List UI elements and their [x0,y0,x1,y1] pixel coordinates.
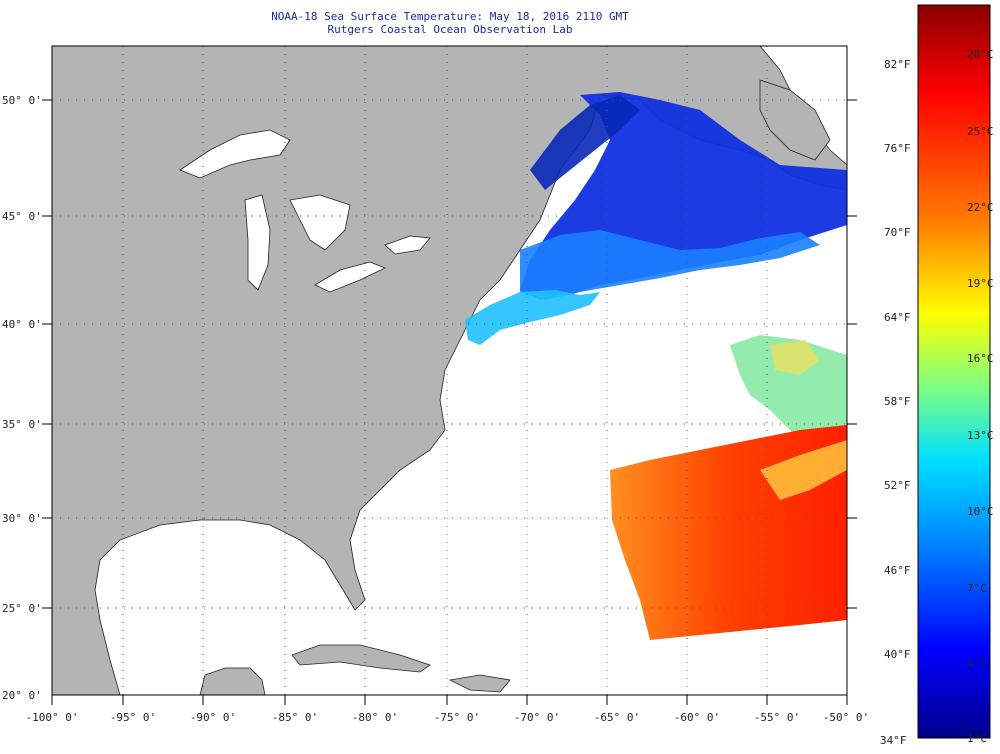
sst-cyan-shelf [465,290,600,345]
lake-huron [289,194,351,251]
latitude-labels: 50° 0' 45° 0' 40° 0' 35° 0' 30° 0' 25° 0… [2,94,42,702]
lon-label: -55° 0' [754,711,800,724]
lon-label: -80° 0' [352,711,398,724]
lon-label: -70° 0' [514,711,560,724]
sst-labrador [530,95,640,190]
celsius-label: 25°C [967,125,994,138]
sst-yellow-patch [770,340,820,375]
colorbar-celsius-labels: 28°C 25°C 22°C 19°C 16°C 13°C 10°C 7°C 4… [967,48,994,745]
celsius-label: 28°C [967,48,994,61]
lake-superior [179,129,291,179]
lon-label: -100° 0' [26,711,79,724]
lat-label: 20° 0' [2,689,42,702]
lon-label: -95° 0' [110,711,156,724]
land-hispaniola [448,674,511,693]
lon-label: -90° 0' [190,711,236,724]
longitude-labels: -100° 0' -95° 0' -90° 0' -85° 0' -80° 0'… [26,711,870,724]
lon-label: -85° 0' [272,711,318,724]
fahrenheit-label: 58°F [884,395,911,408]
celsius-label: 10°C [967,505,994,518]
lat-label: 40° 0' [2,318,42,331]
lake-ontario [384,235,431,255]
lon-label: -50° 0' [823,711,869,724]
lon-label: -75° 0' [434,711,480,724]
axis-ticks [42,99,857,705]
fahrenheit-label: 34°F [880,734,907,747]
land-yucatan [199,667,266,695]
colorbar-fahrenheit-labels: 82°F 76°F 70°F 64°F 58°F 52°F 46°F 40°F … [880,58,911,747]
fahrenheit-label: 64°F [884,311,911,324]
lat-label: 35° 0' [2,418,42,431]
map-frame [51,45,848,696]
fahrenheit-label: 82°F [884,58,911,71]
land-newfoundland [759,79,831,161]
map-title: NOAA-18 Sea Surface Temperature: May 18,… [271,10,629,23]
celsius-label: 1°C [967,732,987,745]
sst-yellow-streak [760,440,847,500]
fahrenheit-label: 46°F [884,564,911,577]
fahrenheit-label: 40°F [884,648,911,661]
celsius-label: 7°C [967,582,987,595]
celsius-label: 16°C [967,352,994,365]
fahrenheit-label: 70°F [884,226,911,239]
lon-label: -65° 0' [594,711,640,724]
celsius-label: 22°C [967,201,994,214]
lon-label: -60° 0' [674,711,720,724]
lake-erie [314,261,386,293]
sst-greenish-patch [730,335,847,450]
lat-label: 25° 0' [2,602,42,615]
map-subtitle: Rutgers Coastal Ocean Observation Lab [327,23,573,36]
celsius-label: 4°C [967,657,987,670]
lat-label: 45° 0' [2,210,42,223]
land-cuba [291,644,431,673]
lat-label: 50° 0' [2,94,42,107]
lat-label: 30° 0' [2,512,42,525]
celsius-label: 19°C [967,277,994,290]
sst-mid-shelf [520,230,820,300]
fahrenheit-label: 76°F [884,142,911,155]
colorbar [917,4,991,739]
celsius-label: 13°C [967,429,994,442]
fahrenheit-label: 52°F [884,479,911,492]
lake-michigan [244,194,271,291]
